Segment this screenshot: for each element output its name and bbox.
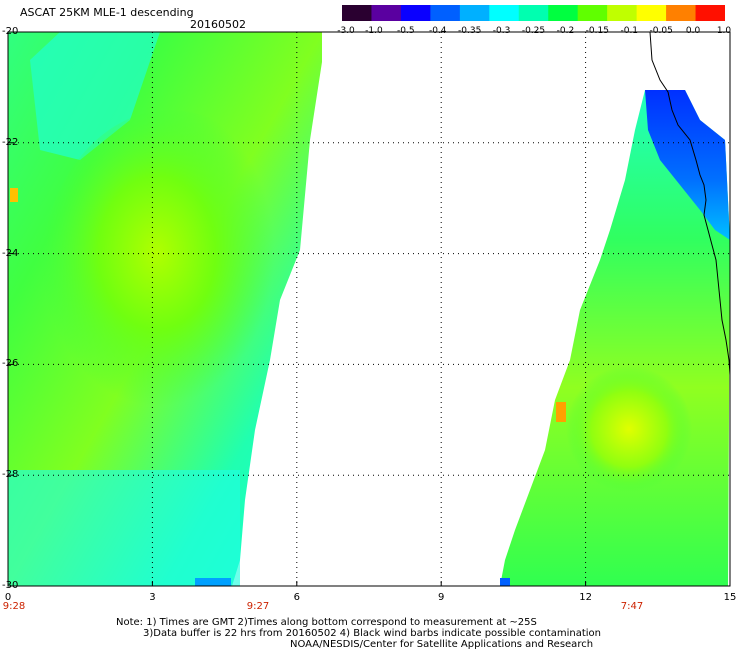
colorbar-segment bbox=[489, 5, 520, 21]
colorbar-label: -0.5 bbox=[397, 26, 415, 36]
colorbar-segment bbox=[400, 5, 431, 21]
colorbar-label: -0.2 bbox=[556, 26, 575, 36]
y-axis-label: -26 bbox=[2, 358, 19, 370]
coastline bbox=[649, 31, 731, 376]
right-swath-orange-spot bbox=[556, 402, 566, 422]
x-axis-label: 12 bbox=[579, 592, 592, 603]
colorbar-label: 0.0 bbox=[685, 26, 701, 36]
colorbar-label: -1.0 bbox=[365, 26, 383, 36]
colorbar-segment bbox=[695, 5, 725, 21]
x-axis-label: 0 bbox=[4, 592, 12, 603]
colorbar-segment bbox=[577, 5, 608, 21]
map-frame bbox=[7, 31, 731, 587]
footer-note-line-2: 3)Data buffer is 22 hrs from 20160502 4)… bbox=[143, 628, 601, 639]
left-swath-cyan-band bbox=[30, 32, 160, 160]
product-date: 20160502 bbox=[190, 18, 246, 31]
x-axis-label: 9 bbox=[438, 592, 445, 603]
y-axis-label: -22 bbox=[2, 136, 19, 148]
colorbar-segment bbox=[607, 5, 638, 21]
colorbar-segment bbox=[666, 5, 697, 21]
colorbar-label: -0.25 bbox=[521, 26, 546, 36]
colorbar-segment bbox=[459, 5, 490, 21]
right-swath-blue-region bbox=[645, 90, 730, 240]
colorbar-segment bbox=[342, 5, 372, 21]
time-label: 9:27 bbox=[246, 601, 270, 612]
time-label: 9:28 bbox=[2, 601, 26, 612]
colorbar-label: -0.4 bbox=[428, 26, 447, 36]
colorbar-label: -3.0 bbox=[337, 26, 355, 36]
y-axis-label: -28 bbox=[2, 469, 19, 481]
colorbar-label: -0.05 bbox=[649, 26, 673, 36]
colorbar-segment bbox=[371, 5, 402, 21]
colorbar-label: -0.3 bbox=[492, 26, 511, 36]
colorbar-segment bbox=[518, 5, 549, 21]
colorbar-segment bbox=[636, 5, 667, 21]
y-axis-label: -24 bbox=[2, 247, 19, 259]
x-axis-label: 15 bbox=[723, 592, 737, 603]
colorbar-label: -0.1 bbox=[620, 26, 639, 36]
colorbar-label: -0.15 bbox=[585, 26, 609, 36]
right-swath-core bbox=[530, 330, 710, 510]
left-swath-orange-spot bbox=[10, 188, 18, 202]
colorbar-label: 1.0 bbox=[716, 26, 732, 36]
left-swath-lower-cyan bbox=[8, 470, 240, 586]
time-label: 7:47 bbox=[620, 601, 644, 612]
x-axis-label: 3 bbox=[149, 592, 156, 603]
y-axis-label: -30 bbox=[2, 580, 19, 591]
x-axis-label: 6 bbox=[293, 592, 300, 603]
footer-note-line-3: NOAA/NESDIS/Center for Satellite Applica… bbox=[290, 639, 594, 650]
colorbar-segment bbox=[430, 5, 461, 21]
left-swath-blue-spot bbox=[195, 578, 231, 586]
right-swath-blue-corner bbox=[500, 578, 510, 586]
colorbar-segment bbox=[548, 5, 579, 21]
colorbar-label: -0.35 bbox=[458, 26, 482, 36]
y-axis-label: -20 bbox=[2, 26, 19, 37]
axis-ticks bbox=[7, 31, 731, 587]
footer-note-line-1: Note: 1) Times are GMT 2)Times along bot… bbox=[116, 617, 537, 628]
grid-lines bbox=[8, 32, 730, 586]
left-swath-core bbox=[40, 110, 300, 450]
colorbar bbox=[342, 5, 725, 21]
product-title: ASCAT 25KM MLE-1 descending bbox=[20, 6, 194, 19]
